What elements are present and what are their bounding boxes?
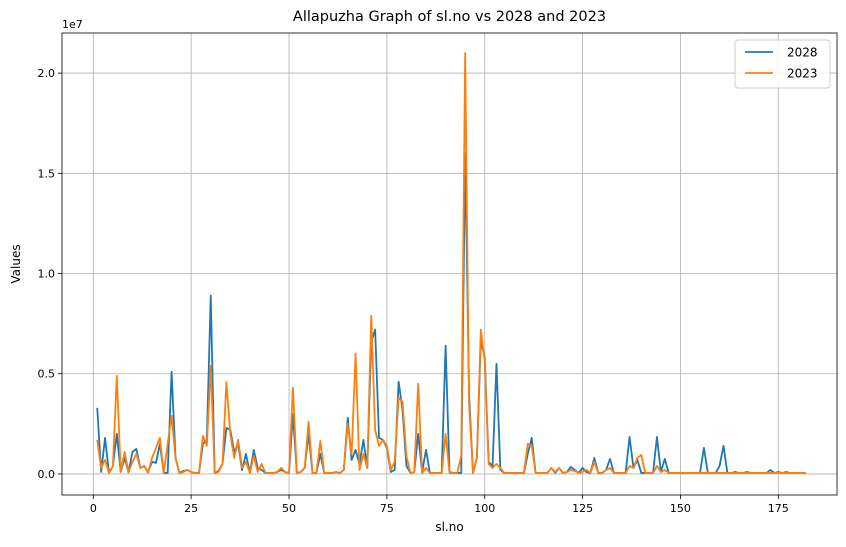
grid <box>62 33 837 495</box>
x-axis-label: sl.no <box>435 520 463 534</box>
x-tick-label: 0 <box>90 502 97 515</box>
x-tick-label: 25 <box>184 502 198 515</box>
y-tick-label: 0.0 <box>38 468 56 481</box>
x-tick-label: 125 <box>572 502 593 515</box>
y-tick-label: 2.0 <box>38 67 56 80</box>
series-line-2023 <box>96 52 806 474</box>
y-axis-offset-label: 1e7 <box>62 18 83 31</box>
y-axis-label: Values <box>9 244 23 283</box>
x-tick-label: 100 <box>474 502 495 515</box>
axes-frame <box>61 32 838 496</box>
legend-label-2023: 2023 <box>787 67 818 81</box>
chart-title: Allapuzha Graph of sl.no vs 2028 and 202… <box>293 9 606 25</box>
y-tick-label: 1.0 <box>38 268 56 281</box>
x-tick-label: 50 <box>282 502 296 515</box>
x-tick-label: 150 <box>670 502 691 515</box>
legend-label-2028: 2028 <box>787 46 818 60</box>
x-tick-label: 175 <box>768 502 789 515</box>
series-layer <box>96 52 806 474</box>
x-tick-label: 75 <box>380 502 394 515</box>
y-tick-label: 0.5 <box>38 368 56 381</box>
legend: 2028 2023 <box>734 39 831 89</box>
x-axis-ticks: 0 25 50 75 100 125 150 175 <box>90 495 789 515</box>
y-axis-ticks: 0.0 0.5 1.0 1.5 2.0 <box>38 67 62 481</box>
y-tick-label: 1.5 <box>38 167 56 180</box>
